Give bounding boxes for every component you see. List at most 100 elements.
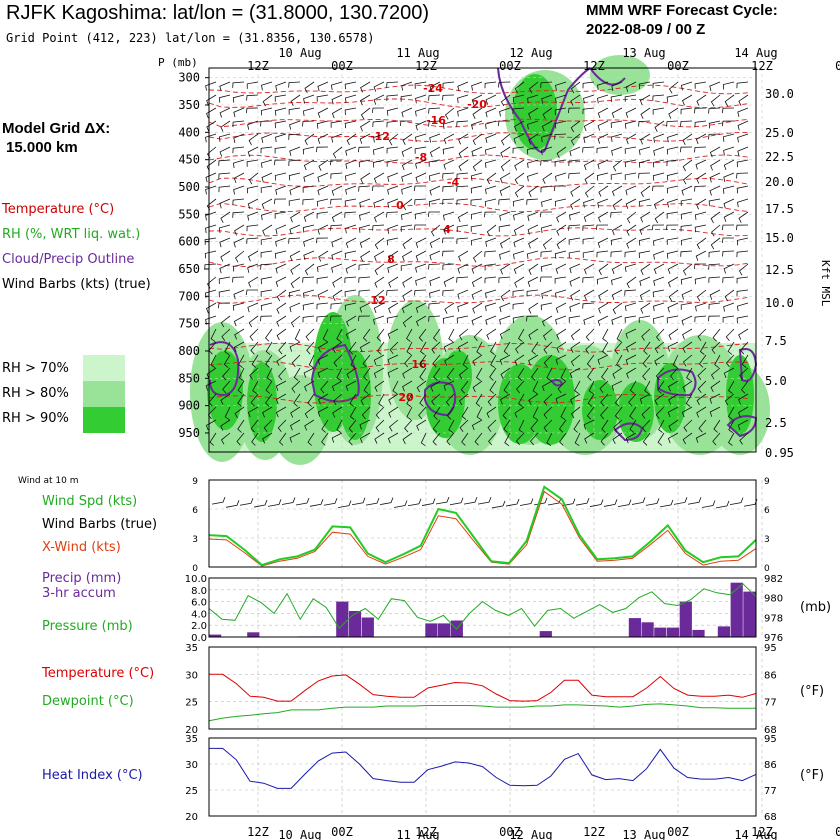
wind-barb <box>485 185 497 195</box>
surface-wind-barb <box>239 498 254 506</box>
wind-barb <box>475 367 483 381</box>
cloud-outline-path <box>657 368 697 397</box>
pressure-tick-label: 500 <box>178 180 200 194</box>
wind-barb <box>316 315 329 322</box>
wind-barb <box>406 393 413 408</box>
wind-barb <box>261 133 273 143</box>
wind-barb <box>653 133 665 143</box>
wind-barb <box>386 146 399 154</box>
wind-barb <box>736 302 749 312</box>
wind-barb <box>711 341 721 354</box>
wind-barb <box>290 263 301 275</box>
wind-barb <box>290 94 301 106</box>
wind-barb <box>472 354 483 366</box>
bottom-time-label: 00Z <box>667 825 689 839</box>
wind-barb <box>461 406 469 420</box>
wind-barb <box>696 289 707 302</box>
wind-barb <box>472 302 483 314</box>
wind-barb <box>512 198 525 207</box>
wind-barb <box>345 328 357 340</box>
wind-barb <box>248 276 259 288</box>
wind-barb <box>220 393 231 405</box>
wind-barb <box>260 120 273 127</box>
wind-barb <box>429 146 441 158</box>
wind-barb <box>597 81 609 91</box>
rh-90-region <box>525 355 575 445</box>
wind-barb <box>429 289 441 299</box>
wind-barb <box>288 198 301 206</box>
wind-barb <box>429 185 441 196</box>
surface-wind-barb <box>617 499 632 508</box>
wind-barb <box>443 224 455 235</box>
wind-barb <box>539 211 553 218</box>
wind-barb <box>696 94 707 106</box>
wind-barb <box>260 107 273 116</box>
wind-barb <box>513 237 525 248</box>
surface-wind-barb <box>225 500 240 508</box>
surface-wind-barb <box>477 496 492 505</box>
precip-bar <box>539 631 552 637</box>
wind-barb <box>499 185 511 196</box>
wind-barb <box>725 354 735 368</box>
wind-barb <box>442 198 455 205</box>
wind-barb <box>541 146 553 156</box>
wind-barb <box>205 172 217 183</box>
top-time-label: 00Z <box>499 59 521 73</box>
wind-barb <box>415 172 427 183</box>
wind-barb <box>723 211 735 222</box>
cloud-outline-path <box>497 67 591 153</box>
wind-barb <box>471 289 483 300</box>
wind-barb <box>330 198 343 205</box>
temperature-contour-label: 8 <box>387 253 395 266</box>
wind-barb <box>331 133 343 143</box>
wind-barb <box>736 276 749 284</box>
surface-wind-barb <box>673 497 688 505</box>
wind-barb <box>302 120 315 127</box>
wind-barb <box>639 289 651 301</box>
wind-barb <box>513 250 525 260</box>
wind-barb <box>303 159 315 171</box>
wind-barb <box>723 263 735 274</box>
wind-barb <box>219 81 231 92</box>
wind-barb <box>428 315 441 322</box>
wind-barb <box>708 263 721 270</box>
wind-barb <box>303 172 315 183</box>
wind-barb <box>372 224 385 231</box>
wind-barb <box>569 146 581 157</box>
surface-wind-barb <box>295 497 310 506</box>
wind-barb <box>402 237 413 249</box>
wind-barb <box>359 198 371 208</box>
wind-barb <box>219 263 231 274</box>
wind-barb <box>527 94 539 104</box>
temperature-contour-label: 0 <box>396 199 404 212</box>
wind-barb <box>667 380 679 392</box>
wind-barb <box>526 289 539 297</box>
wind-barb <box>499 328 511 340</box>
pressure-tick-label: 950 <box>178 426 200 440</box>
wind-barb <box>245 289 258 296</box>
wind-barb <box>275 393 287 405</box>
wind-barb <box>345 237 357 249</box>
wind-barb <box>415 250 427 261</box>
wind-barb <box>336 367 343 382</box>
wind-barb <box>498 81 511 88</box>
wind-barb <box>737 406 749 418</box>
wind-barb <box>344 302 357 311</box>
wind-barb <box>582 224 595 232</box>
wind-barb <box>303 237 315 247</box>
wind-barb <box>484 250 497 257</box>
wind-barb <box>446 432 455 446</box>
wind-barb <box>248 133 259 146</box>
wind-barb <box>583 419 595 430</box>
wind-barb <box>302 146 315 155</box>
temp-tick-right-f: 77 <box>764 698 777 709</box>
wind-barb <box>727 380 735 394</box>
wind-barb <box>556 237 567 250</box>
wind-barb <box>348 432 357 446</box>
precip-tick-left: 4.0 <box>191 609 207 620</box>
wind-barb <box>376 328 385 342</box>
wind-barb <box>358 159 371 168</box>
wind-barb <box>206 120 217 132</box>
wind-barb <box>682 172 693 185</box>
top-date-label: 12 Aug <box>509 46 552 60</box>
